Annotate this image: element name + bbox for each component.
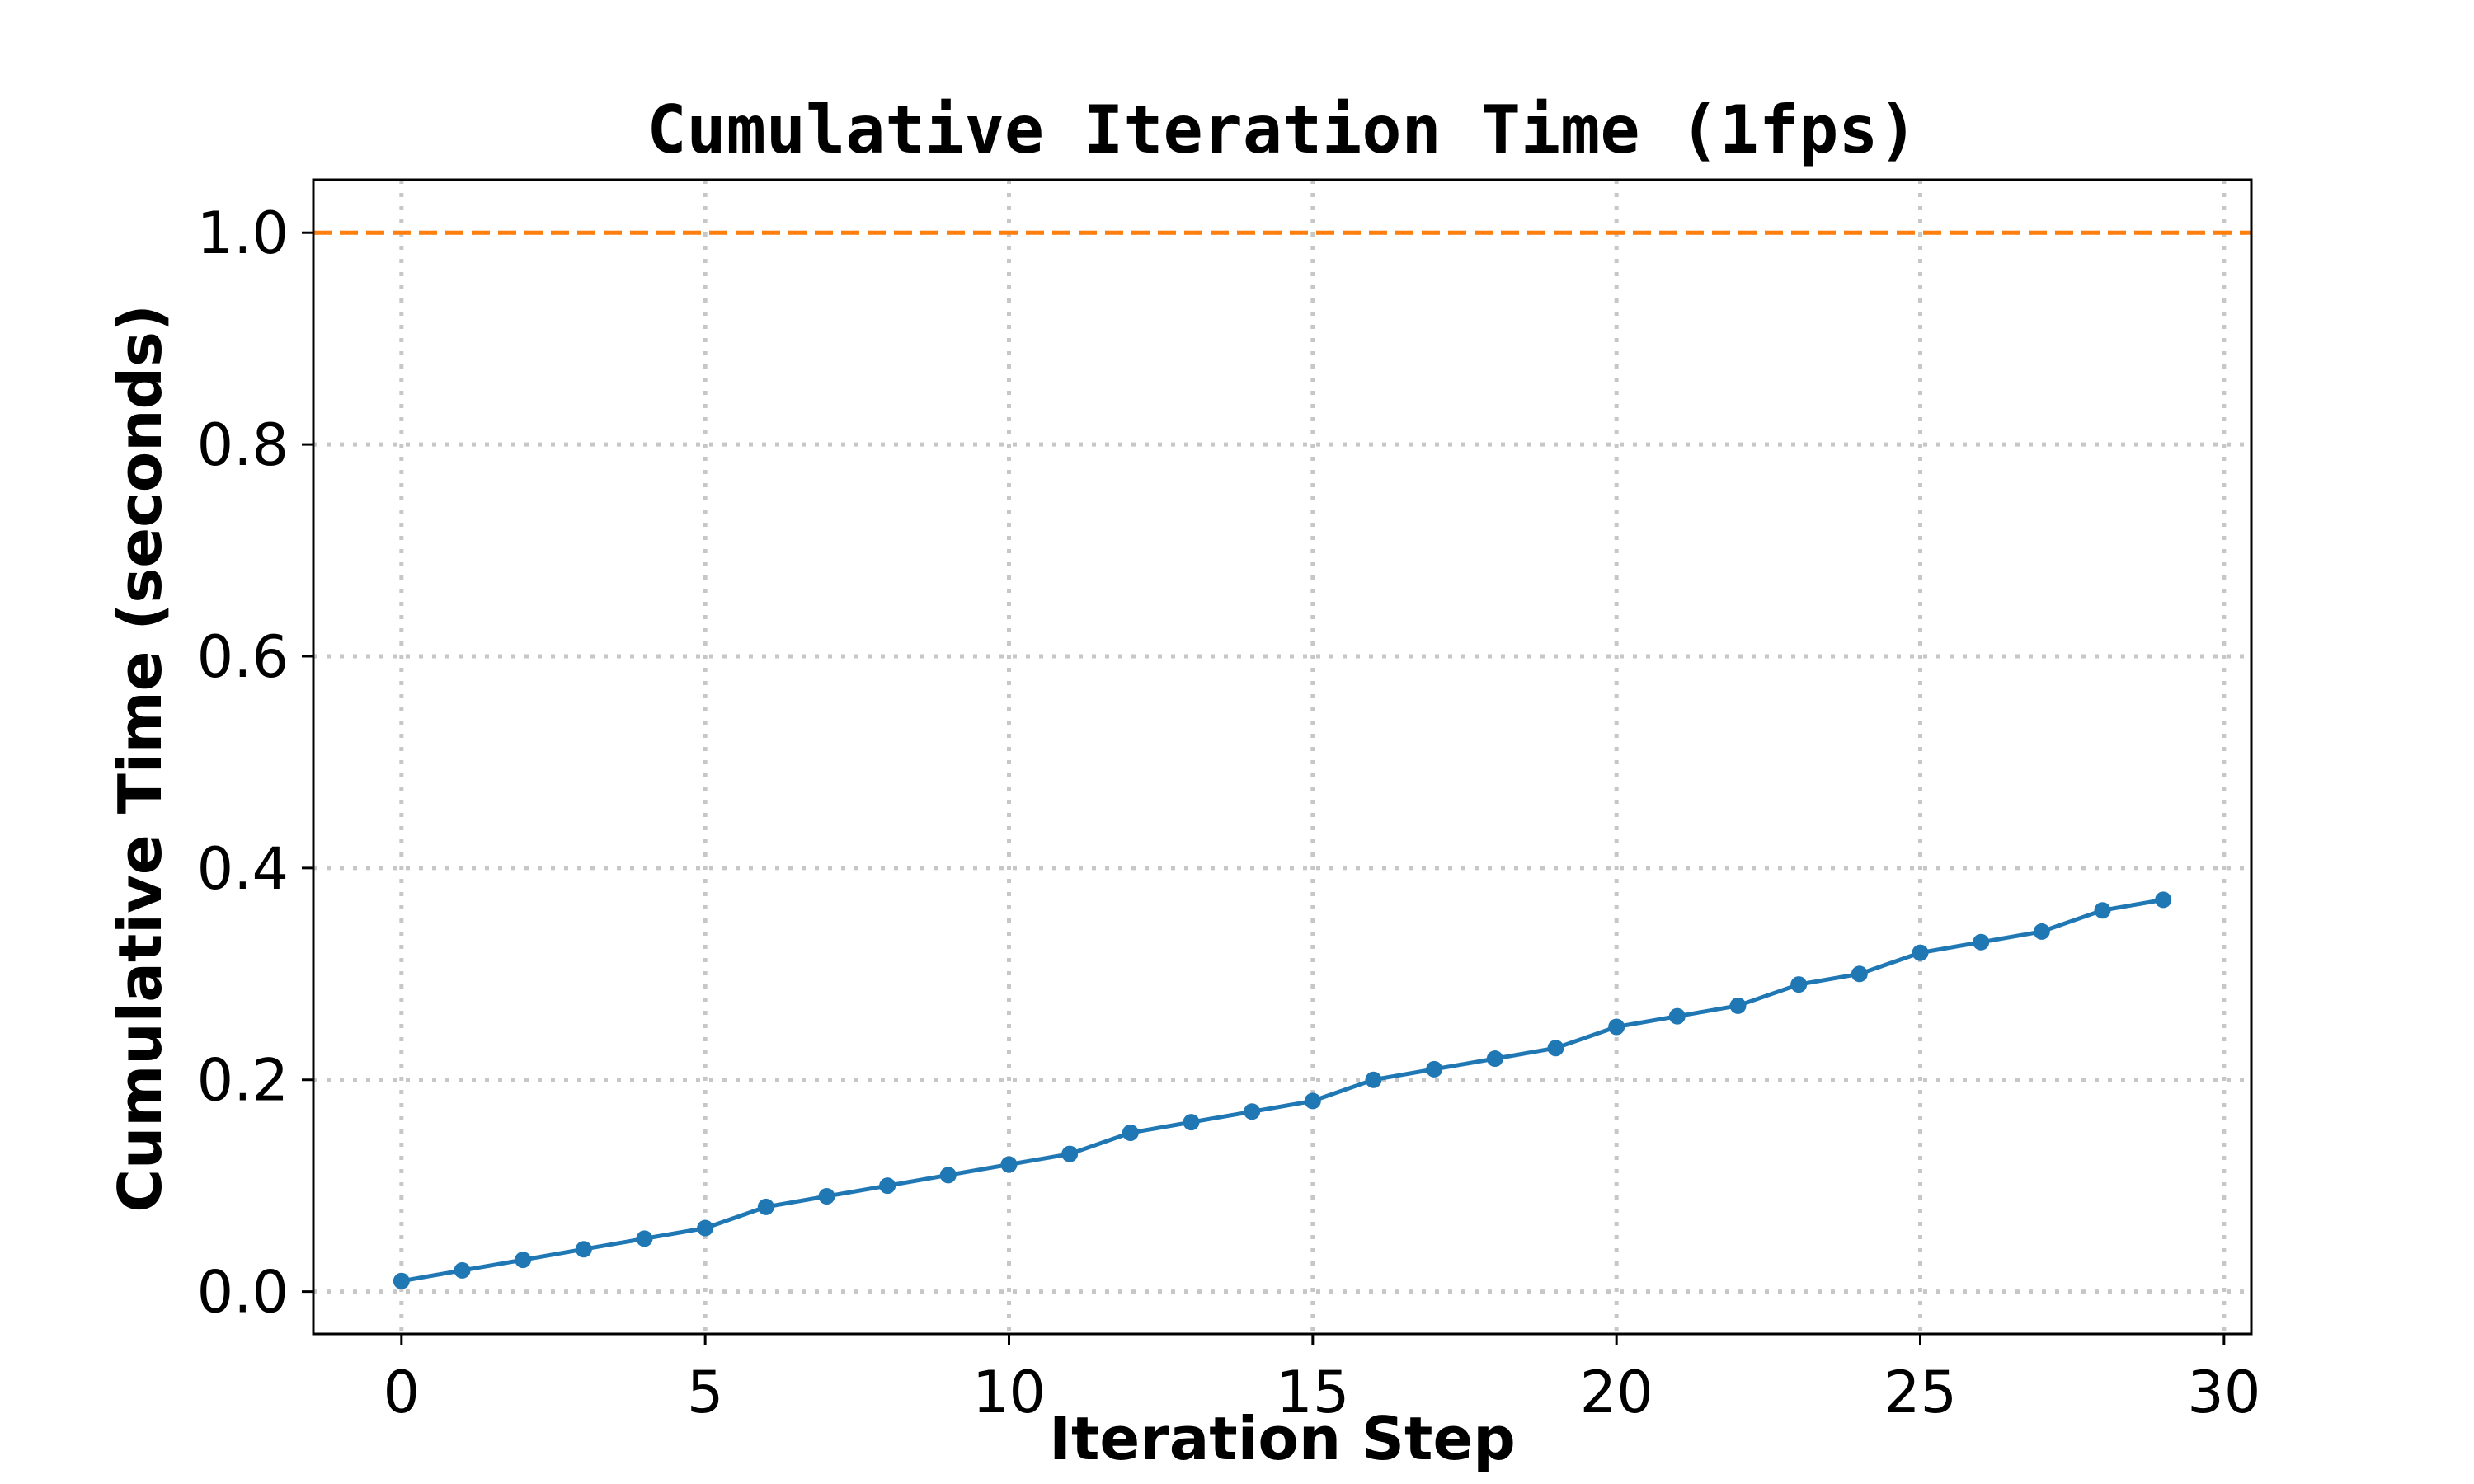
y-tick-label: 0.4 bbox=[197, 835, 289, 903]
x-tick-label: 15 bbox=[1276, 1359, 1349, 1426]
data-point bbox=[1183, 1114, 1200, 1131]
data-point bbox=[575, 1241, 592, 1258]
y-tick-label: 0.2 bbox=[197, 1047, 289, 1115]
data-point bbox=[939, 1167, 957, 1184]
data-point bbox=[515, 1252, 532, 1269]
series-layer bbox=[393, 891, 2172, 1289]
data-point bbox=[1304, 1092, 1321, 1110]
data-point bbox=[1668, 1007, 1686, 1025]
chart-title: Cumulative Iteration Time (1fps) bbox=[647, 92, 1917, 168]
y-tick-label: 0.0 bbox=[197, 1259, 289, 1327]
data-point bbox=[2155, 891, 2172, 909]
x-tick-label: 5 bbox=[687, 1359, 724, 1426]
data-point bbox=[697, 1219, 714, 1237]
data-point bbox=[1061, 1145, 1079, 1162]
data-point bbox=[454, 1261, 471, 1279]
data-point bbox=[2094, 902, 2111, 919]
data-point bbox=[1244, 1103, 1261, 1120]
data-point bbox=[1790, 976, 1808, 993]
data-point bbox=[818, 1188, 835, 1205]
data-point bbox=[1547, 1040, 1564, 1057]
data-point bbox=[1729, 997, 1747, 1014]
y-tick-label: 0.8 bbox=[197, 411, 289, 479]
x-axis-label: Iteration Step bbox=[1049, 1404, 1516, 1473]
data-point bbox=[1486, 1050, 1503, 1068]
data-point bbox=[1426, 1060, 1443, 1078]
x-tick-label: 20 bbox=[1580, 1359, 1653, 1426]
plot-area-frame bbox=[312, 178, 2253, 1336]
x-tick-label: 25 bbox=[1884, 1359, 1957, 1426]
data-point bbox=[636, 1230, 653, 1247]
x-tick-label: 0 bbox=[383, 1359, 421, 1426]
data-point bbox=[1608, 1018, 1625, 1036]
y-axis-label: Cumulative Time (seconds) bbox=[106, 304, 175, 1213]
data-point bbox=[1000, 1156, 1018, 1173]
data-point bbox=[879, 1177, 896, 1195]
y-tick-label: 1.0 bbox=[197, 200, 289, 267]
y-tick-label: 0.6 bbox=[197, 623, 289, 691]
data-point bbox=[1365, 1071, 1382, 1088]
data-point bbox=[1912, 944, 1929, 961]
x-tick-label: 30 bbox=[2187, 1359, 2260, 1426]
data-point bbox=[1973, 933, 1990, 951]
data-point bbox=[1122, 1124, 1139, 1141]
x-tick-label: 10 bbox=[972, 1359, 1046, 1426]
y-axis-ticks: 0.0 0.2 0.4 0.6 0.8 1.0 bbox=[197, 200, 313, 1327]
series-line bbox=[401, 897, 2164, 1284]
x-axis-ticks: 0 5 10 15 20 25 30 bbox=[383, 1334, 2260, 1426]
data-point bbox=[757, 1198, 774, 1215]
data-point bbox=[2033, 923, 2050, 940]
data-point bbox=[1851, 965, 1868, 983]
data-point bbox=[393, 1272, 410, 1289]
